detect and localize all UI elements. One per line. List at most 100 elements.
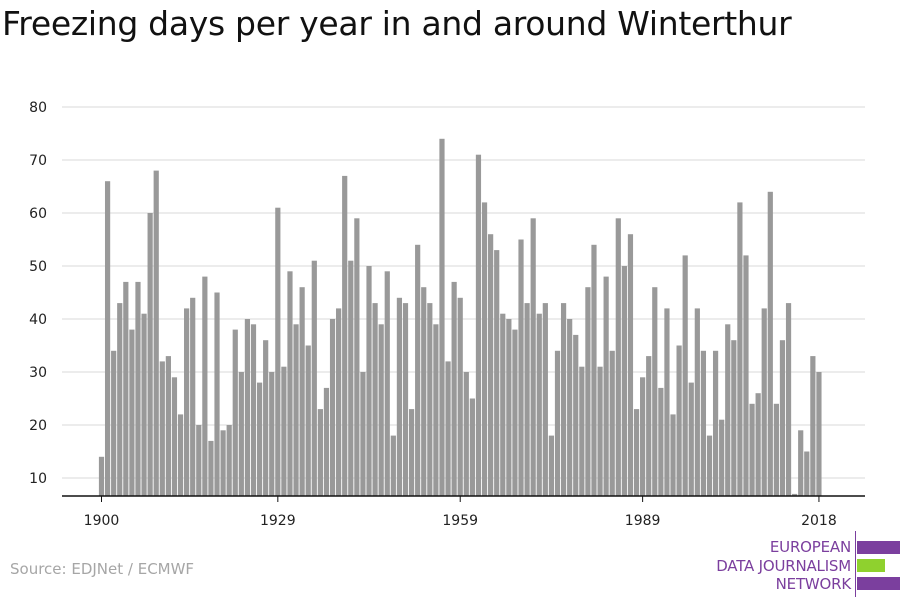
bar-1938 xyxy=(329,319,336,496)
bar-1980 xyxy=(585,287,591,496)
bar-1966 xyxy=(500,313,506,496)
bar-1919 xyxy=(214,292,220,496)
bar-1990 xyxy=(646,356,652,496)
x-tick-label-1900: 1900 xyxy=(84,513,120,529)
bar-2017 xyxy=(810,356,816,496)
bar-1994 xyxy=(670,414,676,496)
y-tick-label-50: 50 xyxy=(29,259,47,275)
bar-1956 xyxy=(439,138,445,497)
bar-2012 xyxy=(779,340,786,496)
bar-1926 xyxy=(256,382,263,496)
bar-1982 xyxy=(597,366,603,496)
bar-1991 xyxy=(652,287,658,496)
bar-1924 xyxy=(244,319,251,496)
bar-2015 xyxy=(798,430,804,496)
freezing-days-bar-chart: 10 20 30 40 50 60 70 80 1900 1929 1959 1989 2018 xyxy=(29,100,865,529)
bar-1997 xyxy=(688,382,694,496)
bar-1965 xyxy=(494,250,500,496)
bar-1959 xyxy=(457,297,463,496)
bar-1901 xyxy=(104,181,111,496)
bar-2001 xyxy=(712,350,719,496)
bar-1988 xyxy=(633,409,640,496)
bar-1923 xyxy=(238,372,244,496)
bar-1989 xyxy=(640,377,646,496)
bars xyxy=(98,138,822,497)
bar-1985 xyxy=(615,218,621,497)
bar-1915 xyxy=(190,297,196,496)
x-tick-label-1929: 1929 xyxy=(260,513,296,529)
bar-1910 xyxy=(159,361,165,496)
bar-1979 xyxy=(579,366,585,496)
bar-1913 xyxy=(177,414,184,496)
bar-2008 xyxy=(755,393,761,496)
bar-1961 xyxy=(469,398,475,496)
bar-2010 xyxy=(767,191,773,497)
y-tick-label-80: 80 xyxy=(29,100,47,116)
bar-1931 xyxy=(287,271,293,496)
bar-1927 xyxy=(263,340,269,496)
bar-2000 xyxy=(706,435,713,496)
bar-1921 xyxy=(226,425,232,496)
bar-1922 xyxy=(232,329,238,496)
bar-1902 xyxy=(111,350,117,496)
bar-1968 xyxy=(512,329,518,496)
bar-1958 xyxy=(451,281,457,496)
y-tick-label-10: 10 xyxy=(29,471,47,487)
bar-1983 xyxy=(603,276,609,496)
bar-1984 xyxy=(609,350,615,496)
source-note: Source: EDJNet / ECMWF xyxy=(10,560,195,578)
bar-1957 xyxy=(445,361,451,496)
bar-1946 xyxy=(378,324,384,496)
bar-2018 xyxy=(816,372,822,496)
bar-1972 xyxy=(536,313,542,496)
bar-1942 xyxy=(354,218,360,497)
bar-1917 xyxy=(202,276,208,496)
bar-1949 xyxy=(396,297,403,496)
bar-1967 xyxy=(506,319,512,496)
y-tick-label-20: 20 xyxy=(29,418,47,434)
bar-1995 xyxy=(676,345,682,496)
y-tick-label-60: 60 xyxy=(29,206,47,222)
bar-1945 xyxy=(372,303,378,496)
bar-1936 xyxy=(317,409,323,496)
bar-1964 xyxy=(488,234,494,496)
bar-1986 xyxy=(621,266,627,496)
bar-1934 xyxy=(305,345,311,496)
edjnet-logo: EUROPEAN DATA JOURNALISM NETWORK xyxy=(700,531,900,597)
bar-1914 xyxy=(184,308,190,496)
x-tick-label-1989: 1989 xyxy=(625,513,661,529)
bar-1929 xyxy=(275,207,281,496)
bar-1908 xyxy=(147,213,153,496)
bar-1993 xyxy=(664,308,670,496)
bar-1976 xyxy=(560,303,567,496)
y-tick-label-40: 40 xyxy=(29,312,47,328)
logo-bar-bottom xyxy=(857,577,900,590)
x-tick-label-2018: 2018 xyxy=(801,513,837,529)
logo-bar-middle xyxy=(857,559,885,572)
bar-1928 xyxy=(269,372,275,496)
bar-2007 xyxy=(749,403,755,496)
bar-1975 xyxy=(554,350,561,496)
bar-1909 xyxy=(153,170,159,496)
bar-1963 xyxy=(481,202,488,496)
bar-1999 xyxy=(700,350,707,496)
bar-1916 xyxy=(196,425,202,496)
bar-1904 xyxy=(123,281,129,496)
y-axis-tick-labels: 10 20 30 40 50 60 70 80 xyxy=(29,100,47,487)
bar-1930 xyxy=(281,366,287,496)
bar-1951 xyxy=(408,409,415,496)
bar-2006 xyxy=(743,255,749,496)
bar-1947 xyxy=(384,271,390,496)
bar-1960 xyxy=(463,372,469,496)
bar-1912 xyxy=(171,377,178,496)
bar-1948 xyxy=(390,435,396,496)
bar-1943 xyxy=(360,372,366,496)
bar-1987 xyxy=(627,234,634,496)
bar-1950 xyxy=(402,303,409,496)
bar-1937 xyxy=(323,387,330,496)
gridlines xyxy=(62,106,865,479)
bar-1977 xyxy=(567,319,573,496)
logo-bar-top xyxy=(857,541,900,554)
logo-separator xyxy=(855,531,856,597)
bar-2016 xyxy=(804,451,810,496)
